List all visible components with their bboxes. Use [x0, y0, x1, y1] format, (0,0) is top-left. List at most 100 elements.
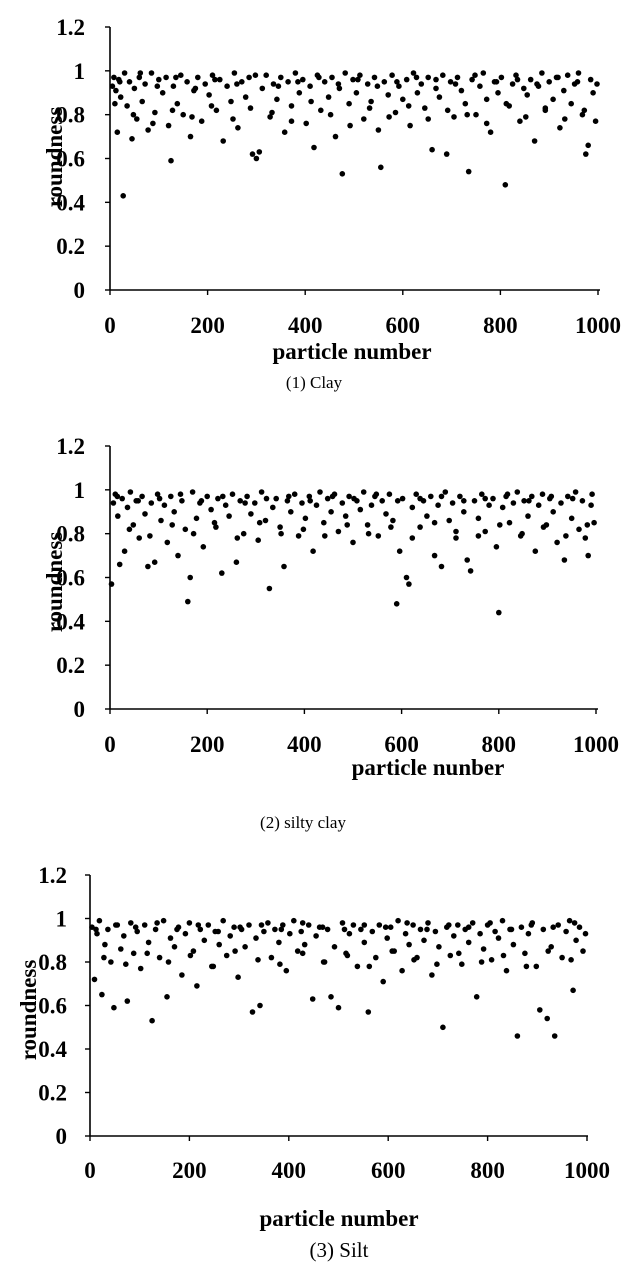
data-point	[533, 963, 540, 970]
data-point	[521, 85, 527, 92]
data-point	[371, 74, 378, 81]
data-point	[561, 557, 568, 563]
data-point	[510, 500, 517, 506]
data-point	[521, 498, 527, 504]
data-point	[525, 930, 532, 937]
data-point	[255, 957, 261, 963]
data-point	[220, 493, 226, 500]
data-point	[475, 515, 482, 522]
data-point	[192, 85, 199, 92]
data-point	[369, 928, 376, 935]
data-point	[581, 107, 588, 114]
data-point	[587, 76, 594, 83]
data-point	[380, 978, 387, 985]
y-tick-label: 1	[74, 478, 86, 503]
data-point	[335, 1004, 342, 1011]
data-point	[262, 517, 269, 524]
data-point	[283, 967, 290, 974]
data-point	[164, 539, 171, 546]
data-point	[135, 498, 141, 504]
data-point	[503, 100, 510, 107]
data-point	[212, 76, 218, 83]
data-point	[499, 917, 506, 924]
data-point	[174, 100, 181, 107]
data-point	[215, 928, 221, 935]
data-point	[413, 491, 420, 498]
data-point	[478, 959, 485, 965]
data-point	[277, 524, 283, 530]
data-point	[237, 924, 243, 930]
data-point	[382, 924, 389, 930]
x-tick-label: 200	[190, 313, 225, 338]
data-point	[165, 122, 172, 129]
data-point	[498, 74, 505, 81]
data-point	[532, 548, 539, 554]
data-point	[527, 76, 534, 83]
data-point	[384, 935, 391, 941]
data-point	[514, 1033, 521, 1039]
data-point	[317, 489, 323, 495]
data-point	[389, 948, 396, 954]
y-tick-label: 1.2	[56, 15, 85, 40]
data-point	[469, 76, 475, 83]
data-point	[145, 563, 151, 570]
data-point	[550, 509, 556, 515]
y-tick-label: 0.6	[56, 147, 85, 172]
data-point	[216, 941, 222, 948]
data-point	[197, 926, 204, 933]
data-point	[490, 495, 496, 502]
data-point	[482, 528, 489, 535]
data-point	[276, 939, 282, 946]
data-point	[128, 920, 134, 926]
data-point	[179, 498, 185, 504]
data-point	[361, 939, 368, 946]
data-point	[296, 90, 303, 96]
data-point	[483, 96, 490, 103]
data-point	[473, 111, 479, 118]
data-point	[396, 548, 403, 554]
data-point	[105, 926, 111, 933]
x-tick-label: 400	[272, 1158, 307, 1183]
data-point	[525, 513, 531, 519]
data-point	[313, 933, 319, 939]
data-point	[429, 146, 435, 153]
y-tick-label: 0.4	[56, 609, 85, 634]
data-point	[204, 493, 210, 500]
data-point	[385, 92, 392, 98]
data-point	[240, 530, 247, 537]
data-point	[114, 129, 121, 135]
data-point	[336, 85, 343, 92]
data-point	[464, 111, 471, 118]
data-point	[548, 944, 554, 950]
x-axis-title: particle number	[259, 1206, 418, 1231]
data-point	[452, 81, 459, 87]
data-point	[493, 544, 500, 550]
data-point	[159, 90, 166, 96]
x-tick-label: 1000	[564, 1158, 610, 1183]
data-point	[233, 559, 240, 565]
data-point	[361, 922, 368, 928]
data-point	[411, 957, 417, 963]
data-point	[542, 105, 549, 111]
data-point	[438, 493, 445, 500]
y-tick-label: 0.4	[56, 190, 85, 215]
data-point	[402, 930, 409, 937]
y-axis-title: roundness	[42, 107, 67, 208]
data-point	[324, 926, 331, 933]
data-point	[147, 533, 153, 539]
data-point	[160, 917, 167, 924]
data-point	[406, 941, 412, 948]
data-point	[451, 114, 457, 120]
data-point	[169, 107, 176, 114]
data-point	[346, 493, 352, 500]
y-tick-label: 0.6	[38, 994, 67, 1019]
data-point	[329, 74, 335, 81]
data-point	[292, 70, 299, 76]
data-point	[510, 941, 517, 948]
y-tick-label: 0.4	[38, 1037, 67, 1062]
data-point	[454, 74, 461, 81]
data-point	[126, 526, 133, 533]
x-tick-label: 800	[470, 1158, 505, 1183]
data-point	[263, 72, 270, 78]
data-point	[539, 70, 545, 76]
